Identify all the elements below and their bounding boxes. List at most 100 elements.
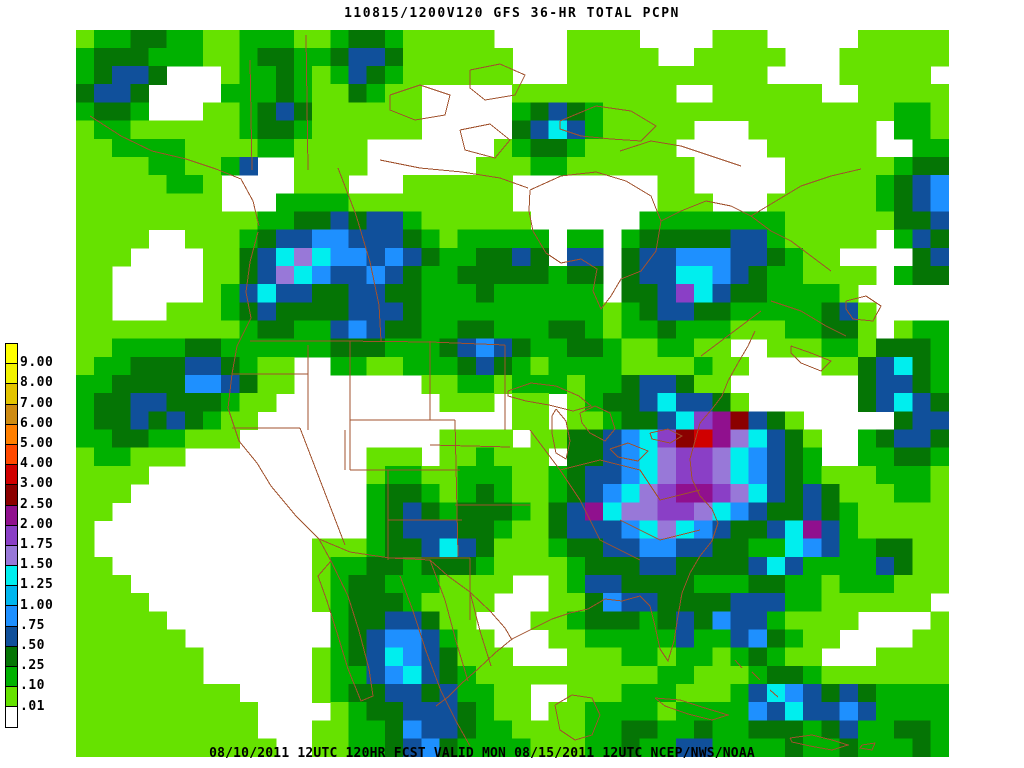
precip-cell [584, 484, 604, 503]
precip-cell [348, 647, 368, 667]
precip-cell [657, 338, 695, 358]
border-line [750, 168, 862, 217]
precip-cell [312, 665, 331, 685]
precip-cell [439, 574, 513, 594]
precip-cell [857, 520, 949, 540]
precip-cell [384, 247, 404, 267]
precip-cell [912, 265, 949, 285]
precip-cell [694, 520, 713, 540]
precip-cell [712, 520, 732, 540]
precip-cell [875, 429, 895, 449]
precip-cell [912, 411, 949, 431]
precip-cell [439, 229, 459, 249]
precip-cell [639, 375, 677, 394]
precip-cell [584, 720, 622, 740]
precip-cell [93, 411, 131, 431]
precip-cell [76, 738, 277, 757]
precip-cell [203, 247, 240, 267]
precip-cell [239, 156, 259, 176]
precip-cell [875, 647, 949, 667]
precip-cell [239, 393, 277, 412]
precip-cell [930, 247, 949, 267]
legend-label: .75 [20, 617, 45, 633]
precip-cell [330, 684, 350, 703]
precip-cell [657, 175, 695, 194]
precip-cell [566, 429, 604, 449]
precip-cell [675, 320, 732, 340]
precip-cell [421, 484, 441, 503]
border-line [700, 310, 762, 357]
precip-cell [748, 411, 768, 431]
precip-cell [639, 429, 659, 449]
precip-cell [403, 356, 459, 376]
precip-cell [76, 393, 95, 412]
precip-cell [421, 465, 459, 485]
precip-cell [384, 574, 441, 594]
precip-cell [621, 520, 641, 540]
precip-cell [257, 375, 295, 394]
precip-cell [694, 338, 732, 358]
precip-cell [875, 193, 895, 213]
precip-cell [330, 320, 350, 340]
precip-cell [221, 338, 331, 358]
precip-cell [366, 447, 422, 467]
precip-cell [239, 284, 259, 303]
precip-cell [239, 247, 259, 267]
precip-cell [566, 66, 768, 85]
precip-cell [621, 593, 659, 612]
precip-cell [76, 429, 113, 449]
precip-cell [930, 611, 949, 631]
precip-cell [330, 47, 350, 67]
precip-cell [457, 484, 477, 503]
precip-cell [857, 84, 949, 104]
precip-cell [76, 556, 113, 576]
precip-cell [639, 211, 786, 231]
precip-cell [675, 484, 713, 503]
precip-cell [312, 647, 331, 667]
precip-cell [821, 302, 841, 322]
precip-cell [293, 30, 331, 49]
precip-cell [348, 629, 368, 649]
legend-swatch [6, 485, 17, 506]
precip-cell [930, 175, 949, 194]
precip-cell [839, 720, 859, 740]
precip-cell [894, 556, 913, 576]
precip-cell [366, 502, 386, 522]
precip-cell [930, 465, 949, 485]
precip-cell [766, 484, 786, 503]
precip-cell [748, 429, 768, 449]
precip-cell [93, 30, 131, 49]
precip-cell [257, 120, 295, 140]
precip-cell [839, 520, 859, 540]
precip-cell [821, 593, 932, 612]
precip-cell [93, 102, 131, 122]
legend-swatch [6, 364, 17, 385]
precip-cell [694, 574, 750, 594]
precip-cell [584, 556, 641, 576]
precip-cell [76, 175, 168, 194]
precip-cell [839, 302, 859, 322]
precip-cell [221, 66, 240, 85]
precip-cell [803, 502, 822, 522]
precip-cell [730, 429, 750, 449]
precip-cell [857, 356, 877, 376]
precip-cell [857, 30, 949, 49]
precip-cell [857, 447, 895, 467]
precip-cell [512, 102, 531, 122]
legend-label: .50 [20, 638, 45, 653]
precip-cell [475, 356, 495, 376]
precip-cell [712, 465, 732, 485]
precip-cell [803, 247, 841, 267]
precip-cell [330, 665, 368, 685]
precip-cell [785, 647, 822, 667]
precip-cell [312, 556, 331, 576]
precip-cell [894, 447, 932, 467]
precip-cell [366, 484, 386, 503]
precip-cell [912, 538, 949, 558]
precip-cell [494, 356, 513, 376]
precip-cell [293, 66, 313, 85]
precip-cell [675, 520, 695, 540]
precip-cell [803, 629, 841, 649]
precip-cell [694, 611, 713, 631]
